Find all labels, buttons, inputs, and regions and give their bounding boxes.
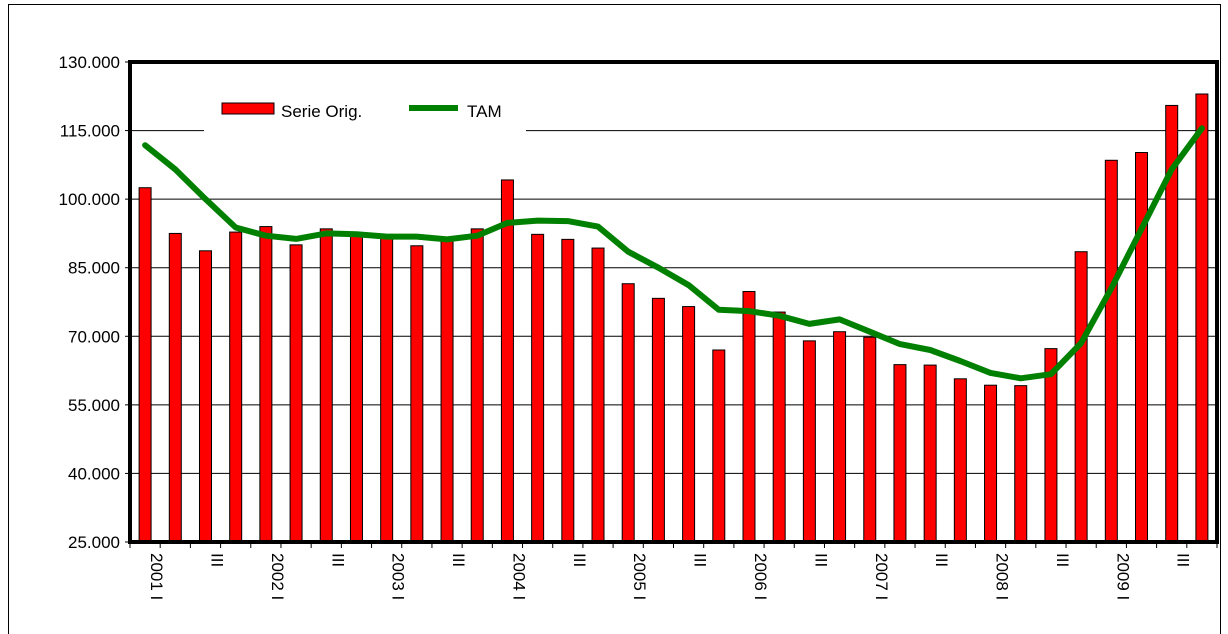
legend-label-tam: TAM: [467, 102, 502, 121]
bars-serie-orig: [138, 93, 1209, 543]
bar: [1074, 251, 1088, 543]
x-tick-label: 2006 I: [751, 553, 770, 600]
x-tick-label: III: [570, 553, 589, 567]
legend-swatch-serie-orig: [221, 102, 275, 115]
bar: [742, 290, 756, 543]
x-tick-label: III: [1174, 553, 1193, 567]
y-tick-label: 40.000: [68, 464, 120, 483]
y-tick-label: 100.000: [59, 190, 120, 209]
y-axis-ticks: 25.000 40.000 55.000 70.000 85.000 100.000 115…: [59, 53, 130, 552]
bar: [712, 349, 726, 543]
legend: Serie Orig. TAM: [204, 93, 526, 133]
bar: [198, 250, 212, 543]
x-tick-label: 2008 I: [993, 553, 1012, 600]
x-tick-label: 2009 I: [1113, 553, 1132, 600]
bar: [410, 245, 424, 543]
x-tick-label: 2007 I: [872, 553, 891, 600]
x-tick-label: III: [1053, 553, 1072, 567]
x-axis-ticks: 2001 I III 2002 I III 2003 I III 2004 I III 2005…: [129, 542, 1218, 600]
x-tick-label: 2005 I: [630, 553, 649, 600]
x-tick-label: III: [207, 553, 226, 567]
bar: [470, 228, 484, 543]
bar: [802, 340, 816, 543]
bar: [289, 244, 303, 543]
bar: [259, 226, 273, 543]
line-tam: [142, 125, 1205, 382]
bar: [319, 228, 333, 543]
x-tick-label: III: [328, 553, 347, 567]
x-tick-label: III: [449, 553, 468, 567]
bar: [500, 179, 514, 543]
bar: [349, 232, 363, 543]
x-tick-label: 2004 I: [509, 553, 528, 600]
chart-frame: [8, 4, 1221, 634]
x-tick-label: III: [932, 553, 951, 567]
bar: [138, 187, 152, 543]
x-tick-label: III: [691, 553, 710, 567]
y-tick-label: 115.000: [60, 122, 120, 141]
bar: [833, 331, 847, 543]
bar: [380, 235, 394, 543]
bar: [591, 247, 605, 543]
bar: [923, 364, 937, 543]
bar: [621, 283, 635, 543]
bar: [863, 336, 877, 543]
x-tick-label: 2003 I: [389, 553, 408, 600]
x-tick-label: 2002 I: [268, 553, 287, 600]
bar: [651, 297, 665, 543]
bar: [229, 231, 243, 543]
legend-label-serie-orig: Serie Orig.: [281, 102, 362, 121]
bar: [772, 311, 786, 543]
bar: [1195, 93, 1209, 543]
bar: [893, 364, 907, 543]
bar: [440, 237, 454, 543]
bar: [682, 306, 696, 543]
x-tick-label: 2001 I: [147, 553, 166, 600]
bar: [984, 384, 998, 543]
bar: [168, 232, 182, 543]
y-tick-label: 85.000: [68, 259, 120, 278]
y-tick-label: 25.000: [68, 533, 120, 552]
bar: [1014, 385, 1028, 543]
y-tick-label: 130.000: [59, 53, 120, 72]
bar: [531, 233, 545, 543]
bar: [561, 238, 575, 543]
bar: [1104, 159, 1118, 543]
y-tick-label: 55.000: [68, 396, 120, 415]
y-tick-label: 70.000: [68, 327, 120, 346]
series-line-tam: [142, 125, 1205, 382]
bar: [1135, 152, 1149, 543]
bar: [953, 378, 967, 543]
x-tick-label: III: [811, 553, 830, 567]
